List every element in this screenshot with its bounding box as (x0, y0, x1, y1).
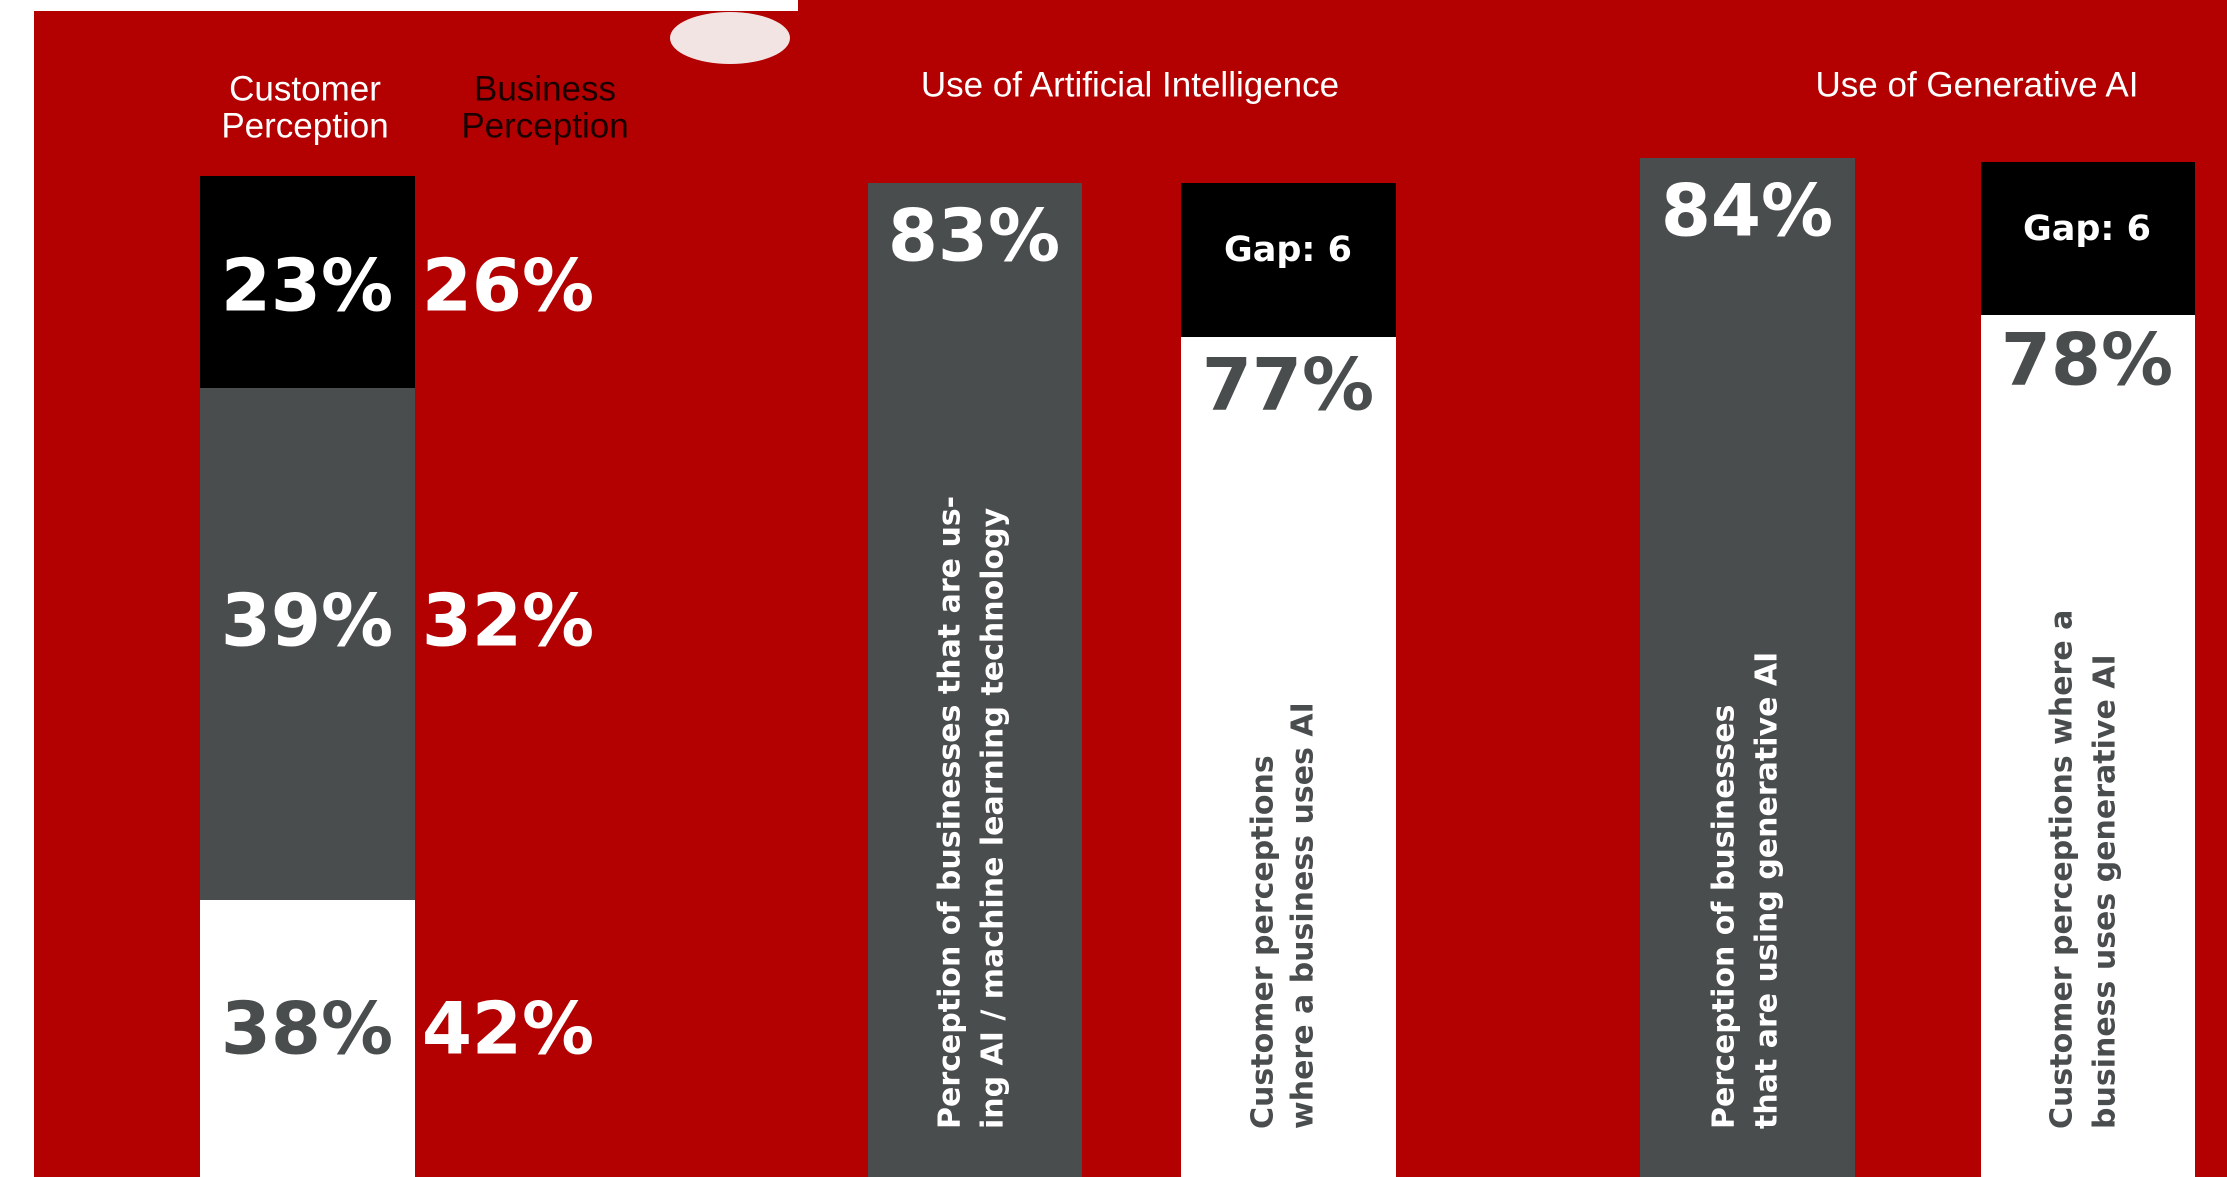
bar (1640, 158, 1855, 1177)
header: Business (474, 69, 616, 108)
bar-label: ing AI / machine learning technology (976, 507, 1011, 1129)
bar-label: Customer perceptions where a (2045, 610, 2080, 1129)
bar-label: where a business uses AI (1286, 702, 1321, 1129)
value: 84% (1661, 169, 1833, 253)
shoe-graphic (670, 12, 790, 64)
segment (200, 176, 415, 388)
gap-label: Gap: 6 (2023, 209, 2151, 249)
bar-label: Perception of businesses (1707, 705, 1742, 1129)
bar-label: that are using generative AI (1750, 652, 1785, 1129)
segment (200, 388, 415, 900)
gap-box (1981, 162, 2195, 315)
value: 78% (2001, 318, 2173, 402)
value: 77% (1202, 343, 1374, 427)
header: Perception (461, 106, 628, 145)
value: 38% (221, 987, 393, 1071)
value: 83% (888, 194, 1060, 278)
bar-label: Customer perceptions (1246, 755, 1281, 1129)
gap-label: Gap: 6 (1224, 230, 1352, 270)
value: 26% (422, 244, 594, 328)
value: 23% (221, 244, 393, 328)
section-title: Use of Generative AI (1816, 65, 2139, 104)
section-title: Use of Artificial Intelligence (921, 65, 1339, 104)
segment (200, 900, 415, 1177)
value: 39% (221, 579, 393, 663)
bar-label: business uses generative AI (2088, 654, 2123, 1129)
header: Perception (221, 106, 388, 145)
bar (1981, 315, 2195, 1177)
gap-box (1181, 183, 1396, 337)
bar (868, 183, 1082, 1177)
value: 42% (422, 987, 594, 1071)
bar-label: Perception of businesses that are us- (933, 496, 968, 1129)
header: Customer (229, 69, 381, 108)
value: 32% (422, 579, 594, 663)
bar (1181, 337, 1396, 1177)
top-strip (34, 0, 798, 11)
